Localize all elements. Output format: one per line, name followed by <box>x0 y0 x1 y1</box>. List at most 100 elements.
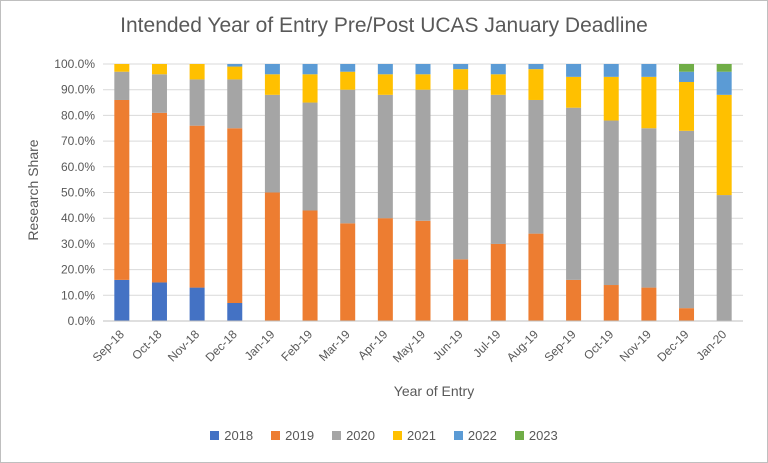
bar-segment-2021 <box>415 74 431 90</box>
legend-swatch <box>332 431 342 440</box>
y-tick-label: 80.0% <box>61 108 95 122</box>
bar-segment-2022 <box>679 71 695 82</box>
legend-swatch <box>271 431 281 440</box>
bar-segment-2020 <box>490 94 506 244</box>
bar-segment-2020 <box>453 89 469 260</box>
y-tick-label: 0.0% <box>68 314 96 328</box>
bar-segment-2019 <box>641 287 657 321</box>
x-tick-label: Nov-18 <box>165 327 202 364</box>
y-tick-label: 100.0% <box>54 57 95 71</box>
legend: 2018 2019 2020 2021 2022 2023 <box>0 428 768 443</box>
bar-segment-2018 <box>114 279 130 321</box>
bar-segment-2021 <box>377 74 393 95</box>
bar-series <box>114 64 732 321</box>
x-tick-label: Oct-19 <box>581 327 617 363</box>
bar-segment-2022 <box>415 64 431 75</box>
bar-segment-2020 <box>189 79 205 126</box>
x-tick-label: Jan-20 <box>693 327 729 363</box>
x-tick-label: Mar-19 <box>316 327 353 364</box>
bar-segment-2020 <box>377 94 393 219</box>
y-tick-label: 50.0% <box>61 186 95 200</box>
bar-segment-2020 <box>264 94 280 193</box>
bar-segment-2019 <box>566 279 582 321</box>
bar-segment-2020 <box>114 71 130 100</box>
bar-segment-2019 <box>603 285 619 321</box>
bar-segment-2019 <box>453 259 469 321</box>
bar-segment-2019 <box>415 220 431 321</box>
legend-swatch <box>514 431 524 440</box>
x-axis-label: Year of Entry <box>393 383 475 399</box>
bar-segment-2021 <box>227 66 243 80</box>
legend-swatch <box>393 431 402 440</box>
bar-segment-2018 <box>151 282 167 321</box>
bar-segment-2019 <box>189 125 205 288</box>
bar-segment-2023 <box>679 64 695 72</box>
bar-segment-2019 <box>302 210 318 321</box>
bar-segment-2021 <box>264 74 280 95</box>
x-tick-label: Oct-18 <box>129 327 165 363</box>
legend-item-2019: 2019 <box>271 428 314 443</box>
legend-swatch <box>453 431 463 440</box>
bar-segment-2022 <box>264 64 280 75</box>
bar-segment-2022 <box>377 64 393 75</box>
x-tick-label: Jan-19 <box>242 327 278 363</box>
bar-segment-2018 <box>227 303 243 321</box>
bar-segment-2021 <box>302 74 318 103</box>
bar-segment-2022 <box>302 64 318 75</box>
bar-segment-2019 <box>151 112 167 283</box>
x-tick-label: Feb-19 <box>278 327 315 364</box>
bar-segment-2020 <box>415 89 431 221</box>
bar-segment-2022 <box>603 64 619 77</box>
chart-title: Intended Year of Entry Pre/Post UCAS Jan… <box>120 14 648 37</box>
bar-segment-2022 <box>528 64 544 70</box>
bar-segment-2022 <box>227 64 243 67</box>
legend-item-2021: 2021 <box>393 428 436 443</box>
bar-segment-2022 <box>340 64 356 72</box>
x-tick-label: Jun-19 <box>430 327 466 363</box>
legend-label: 2021 <box>407 428 436 443</box>
bar-segment-2021 <box>151 64 167 75</box>
bar-segment-2020 <box>566 107 582 280</box>
legend-item-2022: 2022 <box>453 428 497 443</box>
y-tick-label: 70.0% <box>61 134 95 148</box>
bar-segment-2018 <box>189 287 205 321</box>
bar-segment-2020 <box>603 120 619 286</box>
x-tick-label: Sep-18 <box>90 327 127 364</box>
bar-segment-2021 <box>189 64 205 80</box>
bar-segment-2021 <box>340 71 356 90</box>
x-tick-label: Dec-18 <box>203 327 240 364</box>
bar-segment-2020 <box>528 99 544 234</box>
bar-segment-2019 <box>264 192 280 321</box>
bar-segment-2019 <box>528 233 544 321</box>
bar-segment-2022 <box>566 64 582 77</box>
y-tick-label: 40.0% <box>61 211 95 225</box>
legend-label: 2023 <box>528 428 558 443</box>
bar-segment-2021 <box>490 74 506 95</box>
legend-label: 2020 <box>346 428 375 443</box>
y-tick-label: 90.0% <box>61 83 95 97</box>
bar-segment-2021 <box>641 76 657 129</box>
bar-segment-2020 <box>302 102 318 211</box>
bar-segment-2021 <box>453 69 469 90</box>
bar-segment-2022 <box>490 64 506 75</box>
legend-label: 2018 <box>224 428 254 443</box>
x-tick-label: Aug-19 <box>504 327 541 364</box>
bar-segment-2021 <box>603 76 619 121</box>
y-tick-label: 10.0% <box>61 288 95 302</box>
bar-segment-2020 <box>679 130 695 309</box>
y-tick-label: 60.0% <box>61 160 95 174</box>
x-tick-label: May-19 <box>390 327 428 365</box>
bar-segment-2022 <box>716 71 732 95</box>
bar-segment-2020 <box>641 128 657 288</box>
bar-segment-2020 <box>340 89 356 224</box>
y-tick-label: 30.0% <box>61 237 95 251</box>
bar-segment-2020 <box>716 195 732 321</box>
bar-segment-2021 <box>716 94 732 196</box>
bar-segment-2022 <box>453 64 469 70</box>
bar-segment-2019 <box>340 223 356 321</box>
x-tick-label: Jul-19 <box>470 327 503 360</box>
bar-segment-2021 <box>679 81 695 131</box>
bar-segment-2019 <box>227 128 243 304</box>
bar-segment-2019 <box>377 218 393 321</box>
legend-item-2020: 2020 <box>332 428 375 443</box>
